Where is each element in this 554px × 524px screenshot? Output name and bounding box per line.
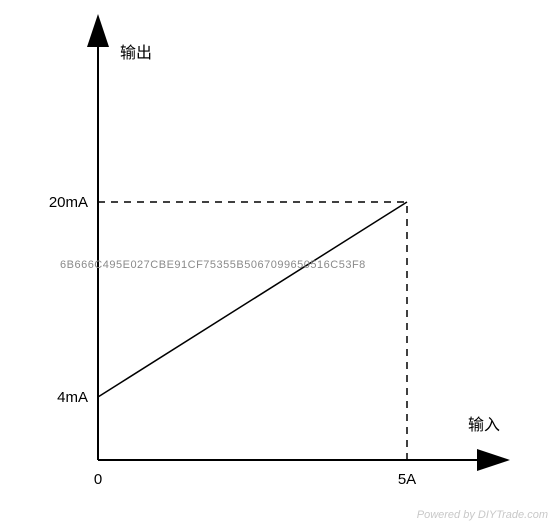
watermark: Powered by DIYTrade.com (417, 509, 548, 521)
y-axis-label: 输出 (120, 44, 152, 62)
x-tick-0: 0 (94, 471, 102, 488)
x-axis-label: 输入 (468, 416, 500, 434)
io-transfer-chart: 输出 输入 4mA 20mA 0 5A 6B666C495E027CBE91CF… (0, 0, 554, 524)
y-tick-4ma: 4mA (57, 389, 88, 406)
x-tick-5a: 5A (398, 471, 416, 488)
y-tick-20ma: 20mA (49, 194, 88, 211)
hash-overlay: 6B666C495E027CBE91CF75355B5067099650516C… (60, 259, 366, 271)
